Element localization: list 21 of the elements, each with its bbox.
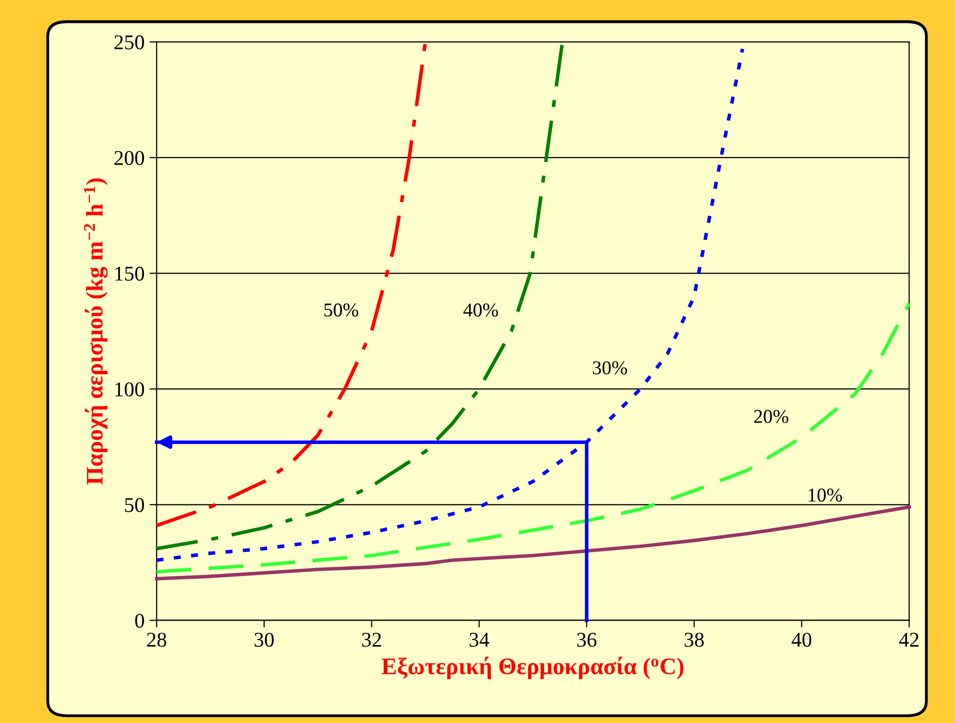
series-label: 30%	[592, 361, 627, 374]
y-tick-label: 150	[115, 266, 144, 281]
series-label: 20%	[754, 410, 788, 424]
x-tick-label: 34	[470, 632, 490, 647]
x-tick-label: 42	[899, 632, 918, 647]
y-tick-label: 50	[125, 498, 144, 512]
x-tick-label: 36	[577, 632, 596, 647]
x-tick-label: 28	[147, 632, 166, 647]
series-label: 40%	[463, 303, 498, 317]
y-tick-label: 200	[114, 150, 144, 166]
x-tick-label: 38	[684, 632, 704, 647]
y-tick-label: 250	[114, 35, 144, 50]
x-tick-label: 32	[362, 632, 381, 647]
x-tick-label: 40	[792, 632, 812, 647]
series-label: 10%	[808, 488, 842, 502]
y-axis-title: Παροχή αερισμού (kg m$^{−2}$ h$^{−1}$)	[84, 178, 108, 485]
series-label: 50%	[324, 303, 358, 317]
x-tick-label: 30	[254, 632, 274, 647]
y-tick-label: 0	[135, 614, 144, 628]
x-axis-title: Εξωτερική Θερμοκρασία ($^{o}$C)	[382, 656, 684, 680]
y-tick-label: 100	[115, 382, 144, 396]
